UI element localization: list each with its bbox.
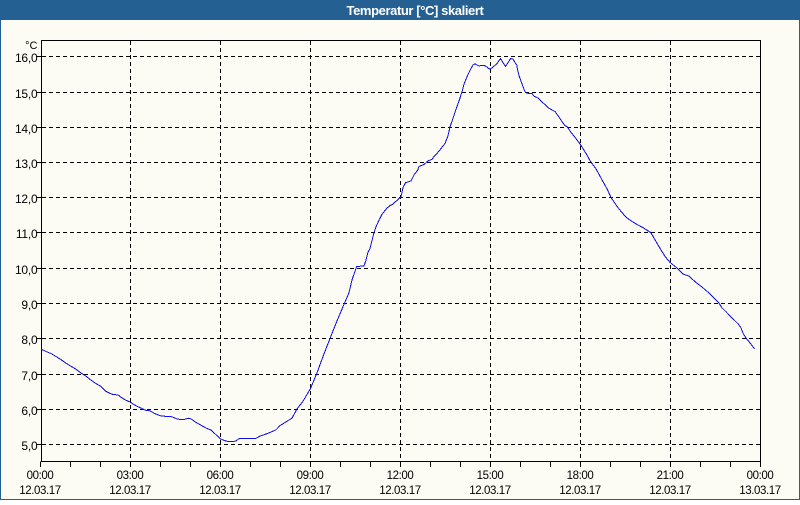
- svg-text:12,0: 12,0: [15, 192, 38, 206]
- svg-text:12.03.17: 12.03.17: [289, 485, 331, 497]
- svg-text:12.03.17: 12.03.17: [199, 485, 241, 497]
- svg-text:15:00: 15:00: [477, 470, 504, 482]
- svg-text:5,0: 5,0: [21, 439, 38, 453]
- svg-text:12:00: 12:00: [387, 470, 414, 482]
- svg-text:11,0: 11,0: [16, 227, 38, 241]
- svg-text:8,0: 8,0: [21, 333, 38, 347]
- svg-text:00:00: 00:00: [27, 470, 54, 482]
- svg-text:6,0: 6,0: [21, 404, 38, 418]
- svg-text:12.03.17: 12.03.17: [559, 485, 601, 497]
- svg-text:00:00: 00:00: [747, 470, 774, 482]
- svg-text:15,0: 15,0: [15, 87, 38, 101]
- svg-text:12.03.17: 12.03.17: [19, 485, 61, 497]
- svg-text:13.03.17: 13.03.17: [739, 485, 781, 497]
- svg-text:03:00: 03:00: [117, 470, 144, 482]
- svg-text:16,0: 16,0: [15, 51, 38, 65]
- svg-text:12.03.17: 12.03.17: [649, 485, 691, 497]
- svg-text:Temperatur [°C] skaliert: Temperatur [°C] skaliert: [347, 3, 485, 18]
- svg-text:12.03.17: 12.03.17: [109, 485, 151, 497]
- svg-text:21:00: 21:00: [657, 470, 684, 482]
- svg-text:09:00: 09:00: [297, 470, 324, 482]
- svg-text:10,0: 10,0: [15, 263, 38, 277]
- svg-text:9,0: 9,0: [21, 298, 38, 312]
- svg-text:18:00: 18:00: [567, 470, 594, 482]
- svg-text:°C: °C: [25, 40, 37, 52]
- svg-text:06:00: 06:00: [207, 470, 234, 482]
- svg-text:12.03.17: 12.03.17: [469, 485, 511, 497]
- svg-text:14,0: 14,0: [15, 122, 38, 136]
- svg-text:7,0: 7,0: [21, 369, 38, 383]
- svg-text:12.03.17: 12.03.17: [379, 485, 421, 497]
- svg-text:13,0: 13,0: [15, 157, 38, 171]
